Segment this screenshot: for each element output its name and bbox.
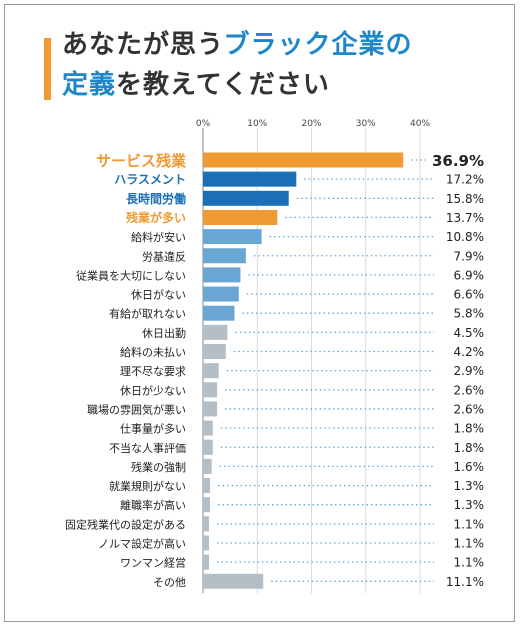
category-label: 仕事量が多い (120, 422, 186, 436)
category-label: 給料が安い (131, 230, 186, 244)
bar (203, 535, 209, 551)
title-accent-bar (44, 38, 51, 100)
bar (203, 171, 297, 187)
value-label: 4.5% (454, 326, 485, 340)
value-label: 15.8% (446, 192, 484, 206)
chart-title-line2: 定義を教えてください (62, 70, 330, 100)
title-part-definition: 定義 (62, 70, 117, 100)
bar (203, 344, 226, 359)
category-label: 給料の未払い (120, 345, 186, 359)
value-label: 1.1% (454, 537, 485, 551)
category-label: その他 (153, 576, 186, 589)
category-label: サービス残業 (96, 152, 187, 170)
category-label: 就業規則がない (109, 479, 186, 493)
x-tick-label: 10% (247, 119, 267, 129)
x-tick-label: 30% (356, 119, 376, 129)
x-tick-label: 20% (301, 119, 321, 129)
title-part-request: を教えてください (116, 70, 330, 100)
value-label: 2.9% (454, 364, 485, 378)
bar (203, 305, 235, 321)
bar (203, 573, 264, 589)
title-part-keyword: ブラック企業の (223, 30, 413, 60)
bar (203, 209, 278, 225)
value-label: 13.7% (446, 211, 484, 225)
category-label: 有給が取れない (109, 307, 186, 321)
bar (203, 267, 241, 283)
value-label: 4.2% (454, 345, 485, 359)
bar (203, 190, 289, 206)
value-label: 1.8% (454, 422, 485, 436)
category-label: 残業の強制 (131, 460, 186, 474)
value-label: 1.8% (454, 441, 485, 455)
bar (203, 439, 213, 455)
value-label: 17.2% (446, 173, 484, 187)
bar (203, 229, 262, 245)
category-label: 理不尽な要求 (120, 365, 186, 378)
value-label: 2.6% (454, 383, 485, 397)
category-label: 休日が少ない (120, 383, 186, 397)
value-label: 6.9% (454, 268, 485, 282)
value-label: 10.8% (446, 230, 484, 244)
category-label: 労基違反 (142, 249, 186, 263)
value-label: 1.3% (454, 479, 485, 493)
value-label: 1.1% (454, 517, 485, 531)
value-label: 1.6% (454, 460, 485, 474)
category-label: ハラスメント (114, 173, 186, 187)
bar (203, 152, 404, 168)
category-label: 長時間労働 (126, 191, 186, 206)
category-label: 離職率が高い (120, 498, 186, 512)
category-label: ワンマン経営 (120, 556, 186, 570)
bar (203, 324, 228, 340)
value-label: 1.3% (454, 498, 485, 512)
category-label: 残業が多い (126, 210, 186, 225)
bar (203, 458, 212, 474)
bar (203, 382, 218, 398)
value-label: 1.1% (454, 556, 485, 570)
value-label: 11.1% (446, 575, 484, 589)
bar (203, 248, 246, 264)
value-label: 5.8% (454, 307, 485, 321)
category-label: 固定残業代の設定がある (65, 517, 186, 531)
value-label: 7.9% (454, 249, 485, 263)
category-label: 不当な人事評価 (109, 441, 186, 455)
bar (203, 401, 218, 417)
category-label: ノルマ設定が高い (98, 537, 186, 551)
value-label: 2.6% (454, 402, 485, 416)
chart-frame (4, 4, 515, 622)
bar (203, 497, 211, 513)
bar (203, 478, 211, 494)
bar (203, 363, 219, 379)
value-label: 36.9% (432, 152, 484, 170)
category-label: 休日出勤 (142, 326, 186, 340)
value-label: 6.6% (454, 288, 485, 302)
chart-title-line1: あなたが思うブラック企業の (62, 30, 413, 60)
bar (203, 554, 209, 570)
bar (203, 420, 213, 436)
category-label: 従業員を大切にしない (76, 268, 186, 282)
x-tick-label: 40% (410, 119, 430, 129)
x-tick-label: 0% (196, 119, 211, 129)
bar (203, 516, 209, 532)
bar (203, 286, 239, 302)
category-label: 職場の雰囲気が悪い (87, 402, 186, 416)
category-label: 休日がない (131, 288, 186, 302)
title-part-question: あなたが思う (62, 30, 224, 60)
